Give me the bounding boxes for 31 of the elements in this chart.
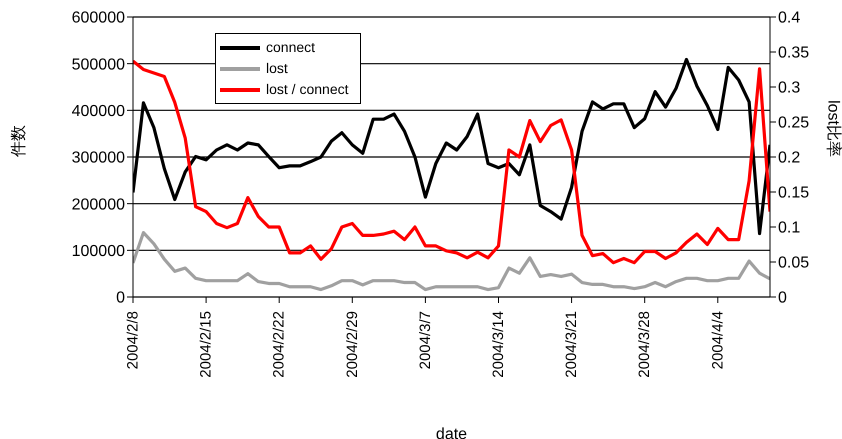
- x-tick-label: 2004/2/8: [124, 311, 142, 370]
- legend-label: lost / connect: [266, 80, 348, 99]
- y2-tick-label: 0: [778, 290, 787, 307]
- y-tick-label: 400000: [72, 103, 126, 120]
- y2-tick-label: 0.3: [778, 80, 800, 97]
- y2-tick-label: 0.05: [778, 254, 810, 272]
- x-tick-label: 2004/2/29: [344, 311, 361, 378]
- y2-tick-label: 0.4: [778, 10, 800, 27]
- y-tick-label: 600000: [72, 10, 126, 27]
- y2-tick-label: 0.25: [778, 114, 810, 132]
- y2-tick-label: 0.15: [778, 184, 810, 202]
- y-tick-label: 200000: [72, 196, 126, 214]
- x-tick-label: 2004/2/22: [270, 311, 288, 378]
- x-tick-label: 2004/3/28: [636, 311, 654, 378]
- x-tick-label: 2004/3/7: [416, 311, 434, 370]
- x-tick-label: 2004/3/14: [490, 311, 507, 378]
- y-axis-title: 件数: [10, 125, 28, 157]
- y2-tick-label: 0.1: [778, 220, 800, 237]
- y2-axis-title: lost比率: [824, 100, 842, 157]
- legend-label: lost: [266, 59, 288, 78]
- y-tick-label: 100000: [72, 243, 126, 260]
- x-tick-label: 2004/2/15: [198, 311, 215, 378]
- y-tick-label: 300000: [72, 150, 126, 167]
- y-tick-label: 0: [116, 290, 126, 307]
- x-tick-label: 2004/3/21: [563, 311, 580, 378]
- y-tick-label: 500000: [72, 56, 126, 74]
- y2-tick-label: 0.2: [778, 150, 800, 167]
- x-axis-title: date: [436, 426, 468, 439]
- y2-tick-label: 0.35: [778, 44, 810, 62]
- x-tick-label: 2004/4/4: [709, 311, 726, 370]
- legend-label: connect: [266, 38, 316, 57]
